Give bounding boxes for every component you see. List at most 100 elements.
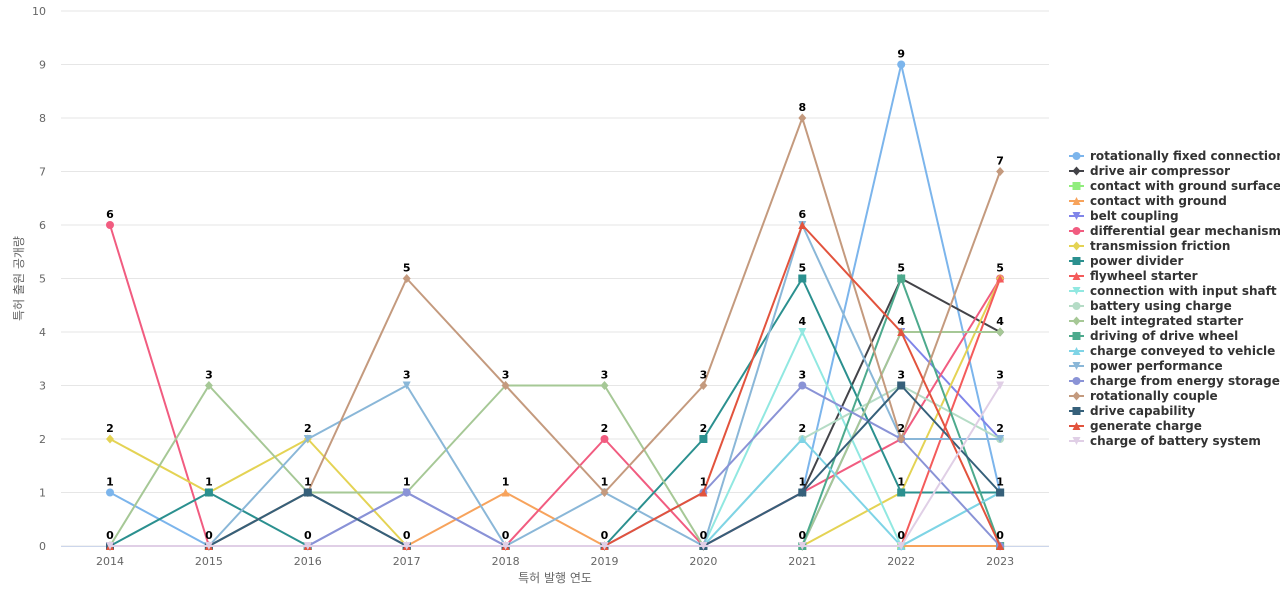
series-line[interactable] xyxy=(110,384,1001,547)
legend-item[interactable]: differential gear mechanism xyxy=(1069,224,1280,238)
legend-marker xyxy=(1072,377,1081,385)
data-point[interactable] xyxy=(798,328,807,336)
data-point[interactable] xyxy=(303,435,312,443)
data-label: 0 xyxy=(601,529,609,542)
data-point[interactable] xyxy=(402,381,411,390)
data-point[interactable] xyxy=(600,435,609,443)
data-point[interactable] xyxy=(996,488,1005,497)
data-point[interactable] xyxy=(600,381,609,390)
data-label: 9 xyxy=(897,48,905,61)
data-point[interactable] xyxy=(501,542,510,550)
data-point[interactable] xyxy=(996,542,1005,550)
data-point[interactable] xyxy=(600,488,609,497)
legend-item[interactable]: contact with ground xyxy=(1069,194,1227,208)
data-point[interactable] xyxy=(501,381,510,390)
series-11 xyxy=(106,381,1005,550)
legend-item[interactable]: flywheel starter xyxy=(1069,269,1198,283)
data-point[interactable] xyxy=(996,435,1005,443)
data-point[interactable] xyxy=(798,221,807,229)
legend-item[interactable]: drive air compressor xyxy=(1069,164,1230,178)
data-point[interactable] xyxy=(897,60,906,69)
data-label: 0 xyxy=(304,529,312,542)
legend-item[interactable]: power performance xyxy=(1069,359,1223,373)
series-line[interactable] xyxy=(109,278,1002,547)
data-point[interactable] xyxy=(402,488,411,497)
data-label: 5 xyxy=(798,262,806,275)
legend-item[interactable]: transmission friction xyxy=(1069,239,1230,253)
legend-label: transmission friction xyxy=(1090,239,1230,253)
data-label: 0 xyxy=(897,529,905,542)
data-point[interactable] xyxy=(106,488,114,497)
legend-label: battery using charge xyxy=(1090,299,1232,313)
series-line[interactable] xyxy=(110,277,1002,547)
data-point[interactable] xyxy=(106,221,114,229)
data-point[interactable] xyxy=(798,274,807,283)
data-point[interactable] xyxy=(897,488,906,497)
series-line[interactable] xyxy=(110,224,1001,547)
legend-label: charge conveyed to vehicle xyxy=(1090,344,1275,358)
data-point[interactable] xyxy=(897,328,906,336)
data-point[interactable] xyxy=(204,381,213,390)
data-point[interactable] xyxy=(996,274,1005,283)
data-point[interactable] xyxy=(798,488,807,497)
legend-item[interactable]: driving of drive wheel xyxy=(1069,329,1238,343)
legend-label: charge from energy storage ... xyxy=(1090,374,1280,388)
series-lines xyxy=(106,60,1005,551)
data-point[interactable] xyxy=(798,381,807,390)
legend-label: drive capability xyxy=(1090,404,1195,418)
data-point[interactable] xyxy=(699,542,708,550)
data-point[interactable] xyxy=(798,113,807,123)
legend-marker xyxy=(1072,227,1081,235)
legend-item[interactable]: rotationally couple xyxy=(1069,389,1218,403)
legend-item[interactable]: charge of battery system xyxy=(1069,434,1261,448)
legend-item[interactable]: generate charge xyxy=(1069,419,1202,433)
legend-marker xyxy=(1072,316,1081,326)
data-point[interactable] xyxy=(897,434,906,444)
data-point[interactable] xyxy=(798,542,807,550)
data-point[interactable] xyxy=(996,167,1005,176)
legend-item[interactable]: belt integrated starter xyxy=(1069,314,1243,328)
data-point[interactable] xyxy=(402,542,411,550)
x-tick-label: 2017 xyxy=(393,555,421,568)
data-point[interactable] xyxy=(501,488,510,497)
data-label: 2 xyxy=(304,422,312,435)
series-line[interactable] xyxy=(110,384,1001,547)
data-point[interactable] xyxy=(897,381,906,390)
legend-item[interactable]: contact with ground surface xyxy=(1069,179,1280,193)
y-tick-label: 5 xyxy=(39,273,46,286)
data-point[interactable] xyxy=(402,274,411,283)
series-line[interactable] xyxy=(109,277,1001,547)
data-point[interactable] xyxy=(600,542,609,550)
data-point[interactable] xyxy=(897,542,906,550)
data-point[interactable] xyxy=(897,274,906,283)
legend-marker xyxy=(1072,241,1081,251)
data-point[interactable] xyxy=(303,488,312,497)
data-point[interactable] xyxy=(798,435,807,443)
series-line[interactable] xyxy=(110,278,1002,547)
series-line[interactable] xyxy=(110,277,1001,547)
series-line[interactable] xyxy=(110,384,1001,547)
legend-item[interactable]: belt coupling xyxy=(1069,209,1179,223)
data-point[interactable] xyxy=(996,381,1005,390)
data-label: 1 xyxy=(798,476,806,489)
legend-item[interactable]: rotationally fixed connection xyxy=(1069,149,1280,163)
legend-item[interactable]: charge from energy storage ... xyxy=(1069,374,1280,388)
data-point[interactable] xyxy=(204,488,213,497)
legend-item[interactable]: battery using charge xyxy=(1069,299,1232,313)
legend-item[interactable]: drive capability xyxy=(1069,404,1195,418)
data-point[interactable] xyxy=(996,327,1005,337)
data-point[interactable] xyxy=(204,542,213,550)
data-point[interactable] xyxy=(699,488,708,497)
data-point[interactable] xyxy=(106,542,114,550)
series-line[interactable] xyxy=(110,384,1001,547)
x-axis-title: 특허 발행 연도 xyxy=(518,570,592,585)
legend-item[interactable]: connection with input shaft xyxy=(1069,284,1277,298)
data-point[interactable] xyxy=(303,542,312,550)
legend-marker xyxy=(1072,152,1081,160)
data-point[interactable] xyxy=(699,381,708,390)
data-point[interactable] xyxy=(106,434,114,444)
legend-item[interactable]: charge conveyed to vehicle xyxy=(1069,344,1275,358)
legend-item[interactable]: power divider xyxy=(1069,254,1184,268)
data-point[interactable] xyxy=(699,435,708,443)
